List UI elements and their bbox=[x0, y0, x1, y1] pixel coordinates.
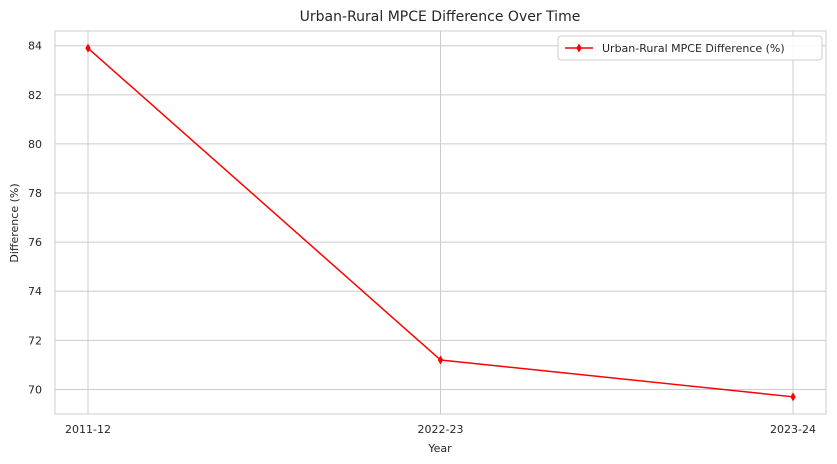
y-tick-label: 70 bbox=[28, 383, 42, 396]
data-point bbox=[437, 355, 444, 365]
y-tick-label: 78 bbox=[28, 187, 42, 200]
legend: Urban-Rural MPCE Difference (%) bbox=[557, 35, 823, 61]
x-tick-label: 2011-12 bbox=[65, 423, 111, 436]
x-tick-label: 2023-24 bbox=[770, 423, 816, 436]
grid bbox=[55, 31, 826, 414]
x-axis-ticks: 2011-12 2022-23 2023-24 bbox=[65, 423, 816, 436]
series bbox=[85, 43, 796, 402]
x-tick-label: 2022-23 bbox=[418, 423, 464, 436]
legend-box bbox=[557, 35, 823, 61]
chart-title: Urban-Rural MPCE Difference Over Time bbox=[300, 9, 581, 25]
y-axis-ticks: 70 72 74 76 78 80 82 84 bbox=[28, 40, 42, 397]
data-point bbox=[790, 392, 796, 402]
legend-marker-swatch bbox=[576, 43, 582, 53]
y-tick-label: 72 bbox=[28, 334, 42, 347]
y-tick-label: 74 bbox=[28, 285, 42, 298]
y-tick-label: 82 bbox=[28, 89, 42, 102]
data-point bbox=[85, 43, 91, 53]
y-tick-label: 76 bbox=[28, 236, 42, 249]
y-tick-label: 80 bbox=[28, 138, 42, 151]
y-axis-title: Difference (%) bbox=[8, 183, 21, 262]
x-axis-title: Year bbox=[427, 442, 452, 455]
legend-label: Urban-Rural MPCE Difference (%) bbox=[602, 42, 785, 55]
y-tick-label: 84 bbox=[28, 40, 42, 53]
plot-frame bbox=[54, 30, 827, 415]
